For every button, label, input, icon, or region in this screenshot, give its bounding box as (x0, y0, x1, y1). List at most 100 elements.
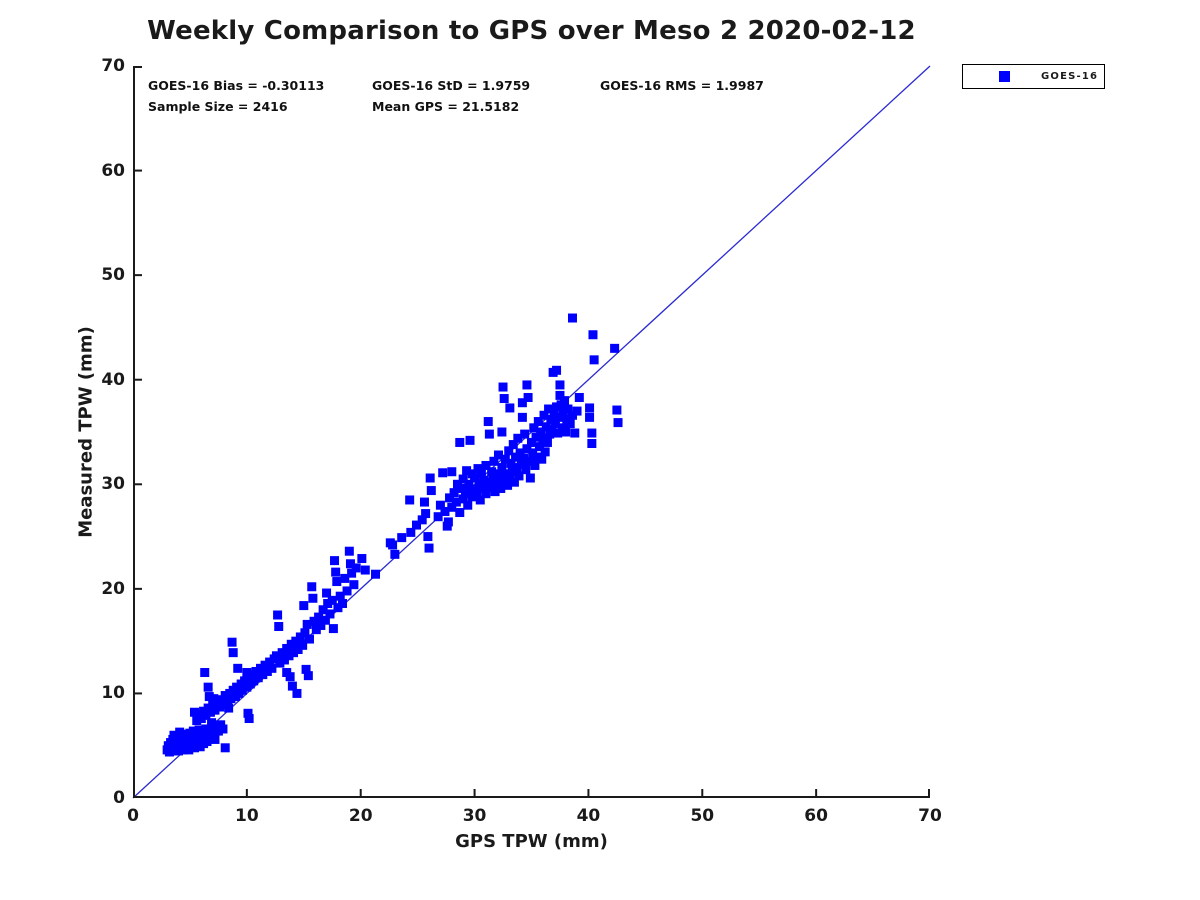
scatter-point (196, 714, 206, 724)
scatter-point (210, 734, 220, 744)
scatter-point (555, 390, 565, 400)
scatter-point (360, 565, 370, 575)
scatter-point (509, 477, 519, 487)
scatter-point (488, 474, 498, 484)
scatter-point (307, 582, 317, 592)
x-tick-label: 30 (462, 806, 487, 826)
scatter-point (316, 620, 326, 630)
scatter-point (390, 549, 400, 559)
y-tick-label: 20 (101, 578, 125, 599)
scatter-point (304, 634, 314, 644)
scatter-point (612, 405, 622, 415)
scatter-point (517, 412, 527, 422)
scatter-point (262, 666, 272, 676)
scatter-point (462, 466, 472, 476)
scatter-point (470, 473, 480, 483)
scatter-point (447, 467, 457, 477)
scatter-point (301, 664, 311, 674)
scatter-point (406, 527, 416, 537)
scatter-point (505, 473, 515, 483)
scatter-plot-canvas (132, 65, 931, 799)
scatter-point (460, 489, 470, 499)
scatter-point (588, 330, 598, 340)
scatter-point (275, 658, 285, 668)
scatter-point (237, 685, 247, 695)
scatter-point (507, 467, 517, 477)
scatter-point (561, 427, 571, 437)
scatter-point (249, 676, 259, 686)
scatter-point (426, 486, 436, 496)
scatter-point (210, 705, 220, 715)
scatter-point (565, 419, 575, 429)
scatter-point (337, 598, 347, 608)
scatter-point (587, 428, 597, 438)
scatter-point (192, 716, 202, 726)
scatter-point (213, 726, 223, 736)
scatter-point (567, 410, 577, 420)
scatter-point (542, 437, 552, 447)
scatter-point (277, 648, 287, 658)
scatter-point (499, 394, 509, 404)
scatter-point (486, 482, 496, 492)
scatter-point (472, 490, 482, 500)
scatter-point (458, 494, 468, 504)
scatter-point (508, 440, 518, 450)
scatter-point (537, 454, 547, 464)
legend-label: GOES-16 (1041, 71, 1099, 82)
scatter-point (449, 488, 459, 498)
scatter-point (520, 429, 530, 439)
scatter-point (587, 439, 597, 449)
scatter-point (528, 448, 538, 458)
scatter-point (554, 412, 564, 422)
scatter-point (258, 670, 268, 680)
y-tick-label: 30 (101, 474, 125, 495)
scatter-point (613, 418, 623, 428)
scatter-point (331, 567, 341, 577)
stat-rms: GOES-16 RMS = 1.9987 (600, 78, 764, 93)
scatter-point (517, 398, 527, 408)
scatter-point (463, 500, 473, 510)
scatter-point (476, 469, 486, 479)
scatter-point (513, 433, 523, 443)
scatter-point (585, 403, 595, 413)
scatter-point (285, 672, 295, 682)
scatter-point (242, 668, 252, 678)
y-tick-label: 70 (101, 56, 125, 76)
scatter-point (205, 707, 215, 717)
scatter-point (465, 435, 475, 445)
scatter-point (552, 402, 562, 412)
scatter-point (497, 427, 507, 437)
scatter-point (495, 471, 505, 481)
scatter-point (524, 456, 534, 466)
scatter-point (303, 671, 313, 681)
x-tick-label: 60 (804, 806, 828, 826)
scatter-point (474, 478, 484, 488)
scatter-point (333, 603, 343, 613)
y-tick-label: 50 (101, 265, 125, 286)
scatter-point (298, 640, 308, 650)
scatter-point (189, 707, 199, 717)
scatter-point (251, 666, 261, 676)
scatter-point (397, 533, 407, 543)
scatter-point (243, 708, 253, 718)
scatter-point (465, 486, 475, 496)
scatter-point (497, 463, 507, 473)
x-tick-label: 20 (348, 806, 373, 826)
scatter-point (226, 694, 236, 704)
scatter-point (567, 313, 577, 323)
scatter-point (318, 605, 328, 615)
scatter-point (541, 422, 551, 432)
scatter-point (300, 628, 310, 638)
scatter-point (320, 615, 330, 625)
scatter-point (224, 703, 234, 713)
scatter-point (487, 467, 497, 477)
y-tick-label: 60 (101, 160, 125, 181)
scatter-point (299, 601, 309, 611)
y-axis-label: Measured TPW (mm) (75, 326, 97, 538)
scatter-point (203, 682, 213, 692)
scatter-point (552, 365, 562, 375)
scatter-point (536, 427, 546, 437)
scatter-point (560, 396, 570, 406)
scatter-point (479, 475, 489, 485)
scatter-point (525, 473, 535, 483)
